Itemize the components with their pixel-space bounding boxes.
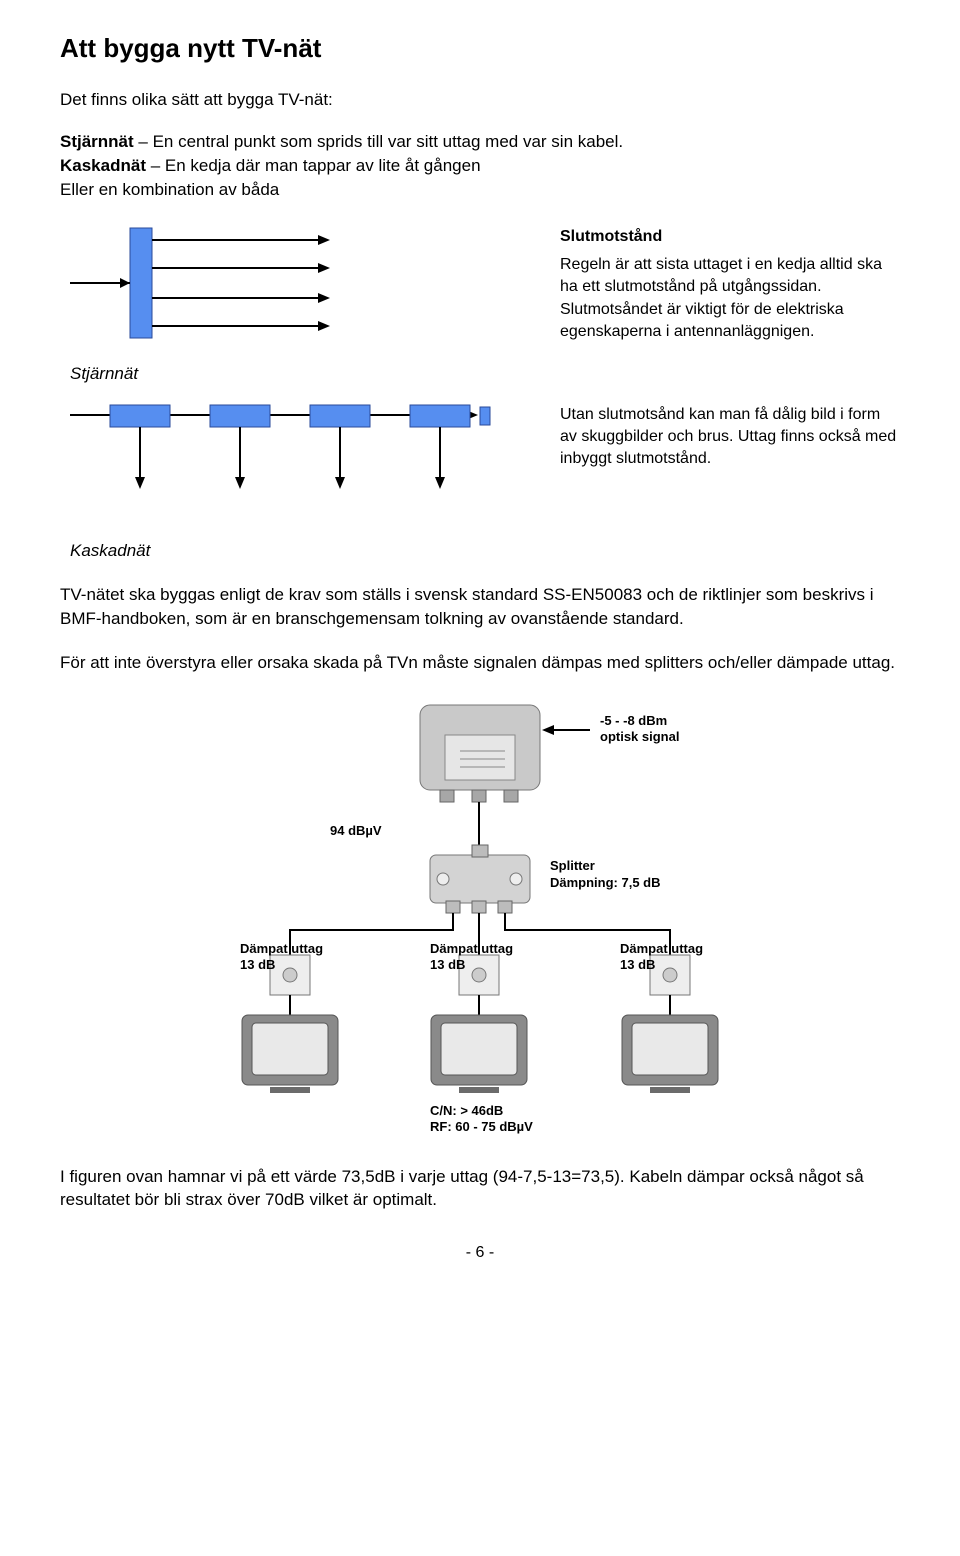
tv-1	[242, 1015, 338, 1093]
outlet-1	[270, 955, 310, 995]
body-p1: TV-nätet ska byggas enligt de krav som s…	[60, 583, 900, 631]
outlet3-title: Dämpat uttag	[620, 941, 703, 956]
cn-label: C/N: > 46dB	[430, 1103, 503, 1118]
def-extra: Eller en kombination av båda	[60, 180, 279, 199]
outlet2-damp: 13 dB	[430, 957, 465, 972]
diagram-row: Stjärnnät	[60, 218, 900, 564]
def-cascade: – En kedja där man tappar av lite åt gån…	[146, 156, 481, 175]
outlet3-damp: 13 dB	[620, 957, 655, 972]
body-p2: För att inte överstyra eller orsaka skad…	[60, 651, 900, 675]
def-star: – En central punkt som sprids till var s…	[134, 132, 623, 151]
intro-text: Det finns olika sätt att bygga TV-nät:	[60, 88, 900, 112]
splitter-icon	[430, 845, 530, 913]
term-star: Stjärnnät	[60, 132, 134, 151]
definitions: Stjärnnät – En central punkt som sprids …	[60, 130, 900, 201]
slut-p2: Utan slutmotsånd kan man få dålig bild i…	[560, 404, 900, 471]
optical-label-2: optisk signal	[600, 729, 679, 744]
rf-label: RF: 60 - 75 dBµV	[430, 1119, 533, 1134]
installation-diagram: -5 - -8 dBm optisk signal 94 dBµV Splitt…	[160, 695, 800, 1135]
amp-level: 94 dBµV	[330, 823, 382, 838]
outlet1-damp: 13 dB	[240, 957, 275, 972]
tv-3	[622, 1015, 718, 1093]
term-cascade: Kaskadnät	[60, 156, 146, 175]
body-p3: I figuren ovan hamnar vi på ett värde 73…	[60, 1165, 900, 1213]
outlet2-title: Dämpat uttag	[430, 941, 513, 956]
slutmotstand-text: Slutmotstånd Regeln är att sista uttaget…	[560, 218, 900, 481]
outlet1-title: Dämpat uttag	[240, 941, 323, 956]
slut-p1: Regeln är att sista uttaget i en kedja a…	[560, 254, 900, 344]
slut-title: Slutmotstånd	[560, 226, 900, 248]
cascade-label: Kaskadnät	[70, 539, 520, 563]
outlet-3	[650, 955, 690, 995]
optical-label-1: -5 - -8 dBm	[600, 713, 667, 728]
page-number: - 6 -	[60, 1242, 900, 1264]
star-label: Stjärnnät	[70, 362, 520, 386]
splitter-title: Splitter	[550, 858, 595, 873]
splitter-damp: Dämpning: 7,5 dB	[550, 875, 661, 890]
cascade-diagram	[60, 385, 520, 535]
star-diagram	[60, 218, 520, 358]
page-title: Att bygga nytt TV-nät	[60, 30, 900, 66]
amplifier-icon	[420, 705, 540, 802]
tv-2	[431, 1015, 527, 1093]
